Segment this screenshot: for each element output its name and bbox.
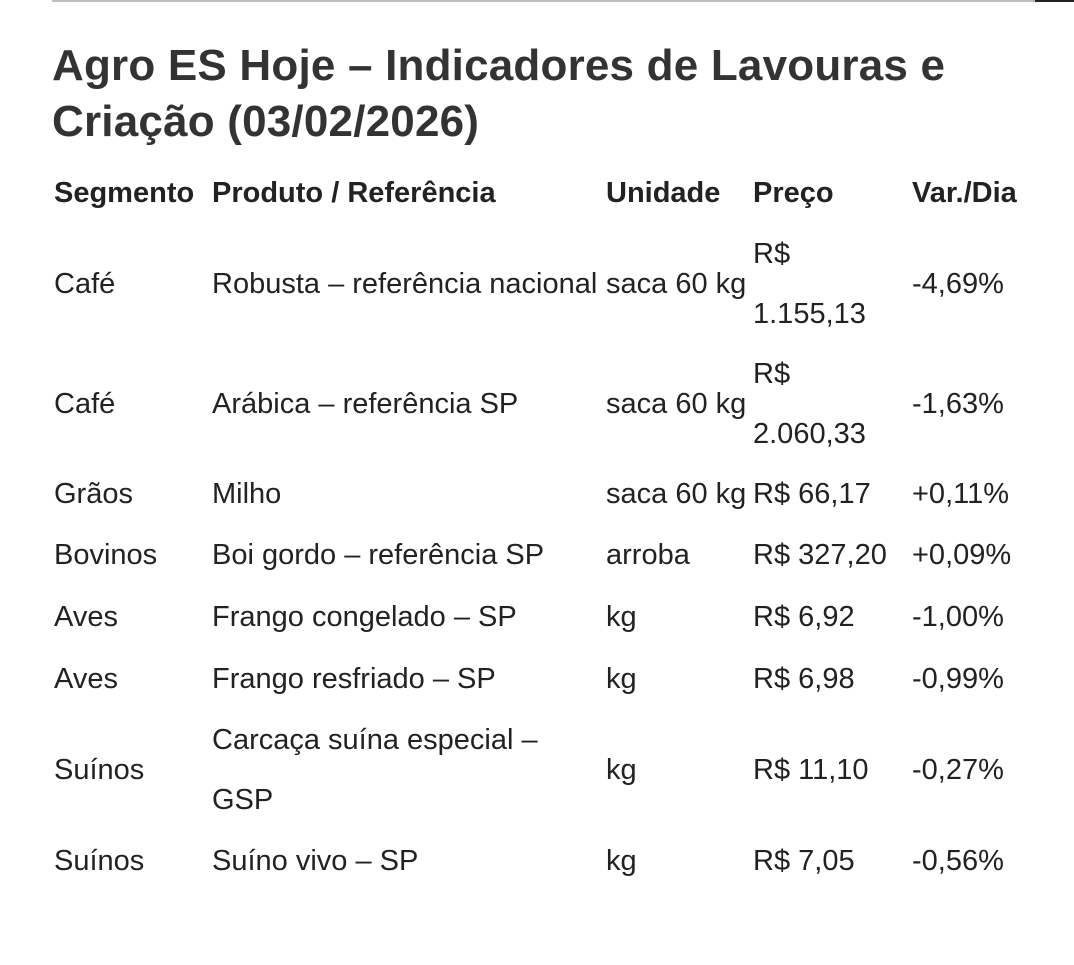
cell-segmento: Grãos <box>54 478 133 510</box>
cell-produto: Carcaça suína especial – GSP <box>212 724 538 816</box>
cell-preco: R$ 6,98 <box>753 663 855 695</box>
cell-produto: Robusta – referência nacional <box>212 268 598 300</box>
cell-variacao: +0,11% <box>912 478 1010 510</box>
cell-preco: R$ 66,17 <box>753 478 871 510</box>
cell-preco: R$ 11,10 <box>753 754 869 786</box>
header-unidade: Unidade <box>606 176 721 209</box>
cell-variacao: -1,63% <box>912 388 1004 420</box>
cell-preco: R$ 6,92 <box>753 601 855 633</box>
cell-preco: R$ 1.155,13 <box>753 238 866 330</box>
indicators-table: Segmento Produto / Referência Unidade Pr… <box>48 162 1042 892</box>
cell-variacao: -0,27% <box>912 754 1004 786</box>
cell-unidade: kg <box>606 601 637 633</box>
cell-preco: R$ 2.060,33 <box>753 358 866 450</box>
table-row: Suínos Suíno vivo – SP kg R$ 7,05 -0,56% <box>48 830 1042 892</box>
cell-segmento: Café <box>54 388 116 420</box>
header-produto: Produto / Referência <box>212 176 496 209</box>
cell-unidade: saca 60 kg <box>606 268 747 300</box>
cell-segmento: Café <box>54 268 116 300</box>
cell-produto: Milho <box>212 478 282 510</box>
cell-produto: Frango congelado – SP <box>212 601 517 633</box>
cell-unidade: kg <box>606 663 637 695</box>
cell-variacao: -4,69% <box>912 268 1004 300</box>
table-row: Suínos Carcaça suína especial – GSP kg R… <box>48 710 1042 830</box>
cell-variacao: +0,09% <box>912 539 1012 571</box>
cell-produto: Suíno vivo – SP <box>212 845 419 877</box>
top-divider <box>52 0 1035 2</box>
cell-segmento: Suínos <box>54 845 145 877</box>
cell-unidade: kg <box>606 754 637 786</box>
cell-preco: R$ 7,05 <box>753 845 855 877</box>
cell-segmento: Suínos <box>54 754 145 786</box>
top-divider-accent <box>1035 0 1074 2</box>
cell-produto: Frango resfriado – SP <box>212 663 496 695</box>
table-row: Aves Frango congelado – SP kg R$ 6,92 -1… <box>48 586 1042 648</box>
table-row: Café Arábica – referência SP saca 60 kg … <box>48 344 1042 464</box>
table-row: Grãos Milho saca 60 kg R$ 66,17 +0,11% <box>48 464 1042 524</box>
header-preco: Preço <box>753 176 834 209</box>
cell-segmento: Bovinos <box>54 539 158 571</box>
table-header-row: Segmento Produto / Referência Unidade Pr… <box>48 162 1042 224</box>
header-segmento: Segmento <box>54 176 195 209</box>
cell-segmento: Aves <box>54 663 118 695</box>
cell-unidade: kg <box>606 845 637 877</box>
cell-unidade: arroba <box>606 539 690 571</box>
header-variacao: Var./Dia <box>912 176 1017 209</box>
cell-unidade: saca 60 kg <box>606 388 747 420</box>
table-row: Café Robusta – referência nacional saca … <box>48 224 1042 344</box>
cell-segmento: Aves <box>54 601 118 633</box>
cell-unidade: saca 60 kg <box>606 478 747 510</box>
table-row: Bovinos Boi gordo – referência SP arroba… <box>48 524 1042 586</box>
cell-variacao: -0,56% <box>912 845 1004 877</box>
table-row: Aves Frango resfriado – SP kg R$ 6,98 -0… <box>48 648 1042 710</box>
cell-variacao: -1,00% <box>912 601 1004 633</box>
cell-produto: Arábica – referência SP <box>212 388 519 420</box>
cell-produto: Boi gordo – referência SP <box>212 539 545 571</box>
page-title: Agro ES Hoje – Indicadores de Lavouras e… <box>52 41 946 146</box>
cell-preco: R$ 327,20 <box>753 539 887 571</box>
cell-variacao: -0,99% <box>912 663 1004 695</box>
